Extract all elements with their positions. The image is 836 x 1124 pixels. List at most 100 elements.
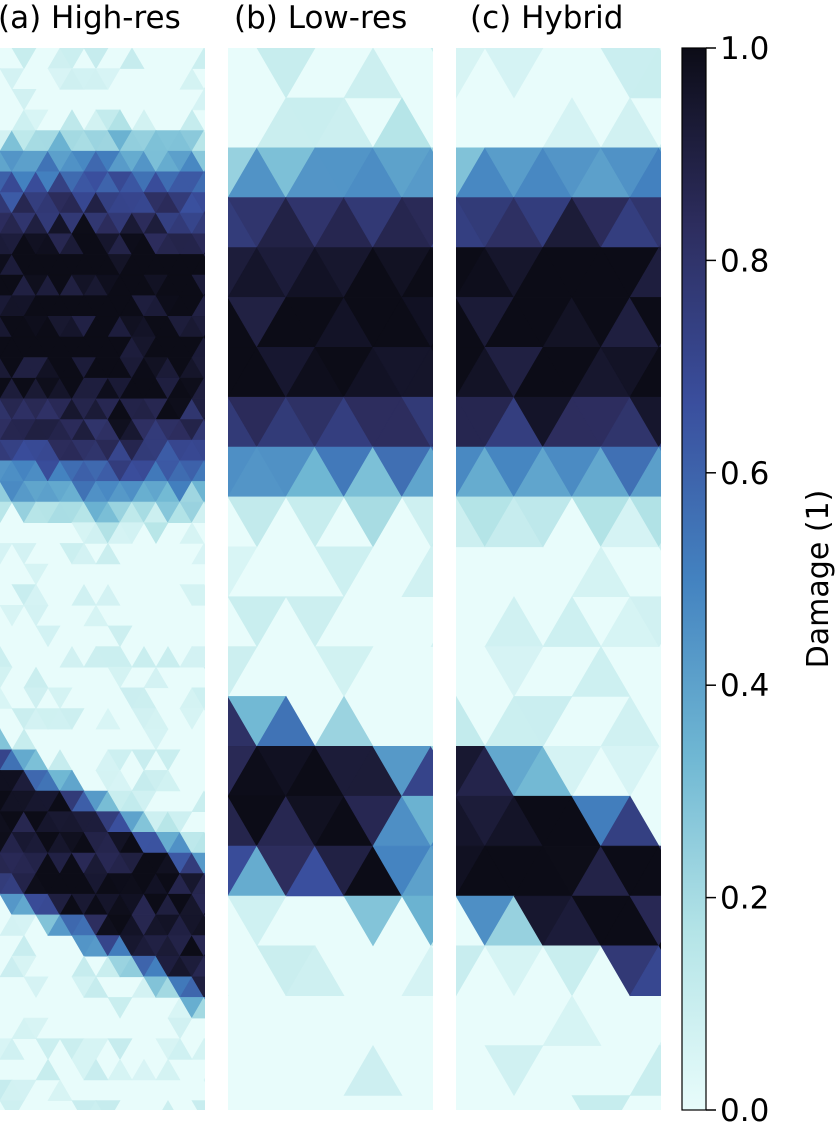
mesh-element xyxy=(456,945,486,997)
mesh-element xyxy=(775,347,833,397)
mesh-element xyxy=(203,1077,205,1081)
mesh-element xyxy=(23,563,49,586)
mesh-element xyxy=(35,1058,61,1081)
mesh-element xyxy=(143,522,169,544)
mesh-element xyxy=(401,945,433,997)
mesh-element xyxy=(203,295,205,299)
mesh-element xyxy=(456,48,486,99)
mesh-element xyxy=(629,596,661,648)
mesh-element xyxy=(513,696,573,747)
mesh-element xyxy=(775,447,833,497)
mesh-element xyxy=(746,198,804,248)
mesh-element xyxy=(11,89,37,111)
mesh-element xyxy=(191,439,205,462)
mesh-element xyxy=(203,171,205,175)
mesh-element xyxy=(746,547,804,597)
mesh-element xyxy=(59,708,85,730)
mesh-element xyxy=(203,417,205,420)
mesh-element xyxy=(629,396,661,448)
mesh-element xyxy=(0,543,13,565)
mesh-element xyxy=(203,666,205,670)
mesh-element xyxy=(430,941,433,947)
mesh-element xyxy=(775,248,833,298)
panel-low-res: (b) Low-res xyxy=(228,0,433,1110)
mesh-element xyxy=(542,995,602,1046)
mesh-element xyxy=(430,243,433,248)
mesh-element xyxy=(203,955,205,959)
mesh-element xyxy=(228,546,258,598)
mesh-element xyxy=(629,1045,661,1096)
mesh-element xyxy=(203,336,205,340)
mesh-element xyxy=(95,542,121,565)
mesh-element xyxy=(513,496,573,548)
colorbar-tick-label: 0.6 xyxy=(720,456,769,492)
mesh-element xyxy=(191,542,205,565)
mesh-element xyxy=(228,496,287,548)
mesh-element xyxy=(191,481,205,503)
mesh-element xyxy=(0,68,25,90)
mesh-element xyxy=(23,604,49,627)
mesh-element xyxy=(717,148,775,198)
mesh-element xyxy=(775,846,833,896)
mesh-element xyxy=(0,687,13,709)
mesh-element xyxy=(203,458,205,462)
mesh-element xyxy=(629,297,661,348)
mesh-element xyxy=(430,842,433,847)
mesh-element xyxy=(0,1038,25,1060)
mesh-element xyxy=(203,912,205,916)
mesh-element xyxy=(203,997,205,1000)
mesh-element xyxy=(658,845,661,851)
mesh-element xyxy=(658,343,661,348)
mesh-element xyxy=(95,707,121,730)
mesh-element xyxy=(658,842,661,847)
mesh-element xyxy=(571,1095,631,1110)
mesh-element xyxy=(746,347,804,397)
mesh-element xyxy=(23,109,49,132)
mesh-element xyxy=(203,212,205,216)
mesh-element xyxy=(746,996,804,1046)
mesh-element xyxy=(430,147,433,152)
mesh-element xyxy=(658,143,661,149)
mesh-element xyxy=(658,945,661,950)
mesh-element xyxy=(107,1058,133,1081)
mesh-element xyxy=(23,976,49,998)
mesh-element xyxy=(430,542,433,548)
mesh-element xyxy=(11,914,37,937)
mesh-element xyxy=(285,496,345,548)
mesh-element xyxy=(203,501,205,505)
mesh-element xyxy=(119,522,145,544)
mesh-element xyxy=(83,604,109,627)
mesh-element xyxy=(314,546,374,598)
mesh-element xyxy=(658,446,661,452)
mesh-element xyxy=(658,147,661,152)
mesh-element xyxy=(162,1100,174,1110)
mesh-element xyxy=(658,542,661,548)
mesh-element xyxy=(35,1038,61,1060)
mesh-element xyxy=(143,666,169,689)
mesh-element xyxy=(430,642,433,647)
mesh-element xyxy=(95,584,121,606)
mesh-element xyxy=(658,1045,661,1050)
mesh-element xyxy=(95,1100,121,1110)
mesh-element xyxy=(775,48,833,98)
mesh-element xyxy=(203,499,205,503)
mesh-element xyxy=(343,48,403,99)
mesh-element xyxy=(430,48,433,53)
mesh-element xyxy=(167,1038,193,1060)
mesh-element xyxy=(71,1100,97,1110)
mesh-element xyxy=(191,852,205,875)
mesh-element xyxy=(658,546,661,551)
mesh-element xyxy=(658,941,661,947)
mesh-element xyxy=(484,646,544,697)
mesh-element xyxy=(746,946,804,996)
high-res-mesh xyxy=(0,48,205,1110)
mesh-element xyxy=(401,297,433,348)
mesh-element xyxy=(228,596,287,648)
mesh-element xyxy=(484,1045,544,1097)
mesh-element xyxy=(542,596,602,647)
mesh-element xyxy=(191,646,205,668)
low-res-mesh xyxy=(228,48,433,1096)
mesh-element xyxy=(203,914,205,918)
mesh-element xyxy=(658,247,661,252)
mesh-element xyxy=(83,48,109,70)
